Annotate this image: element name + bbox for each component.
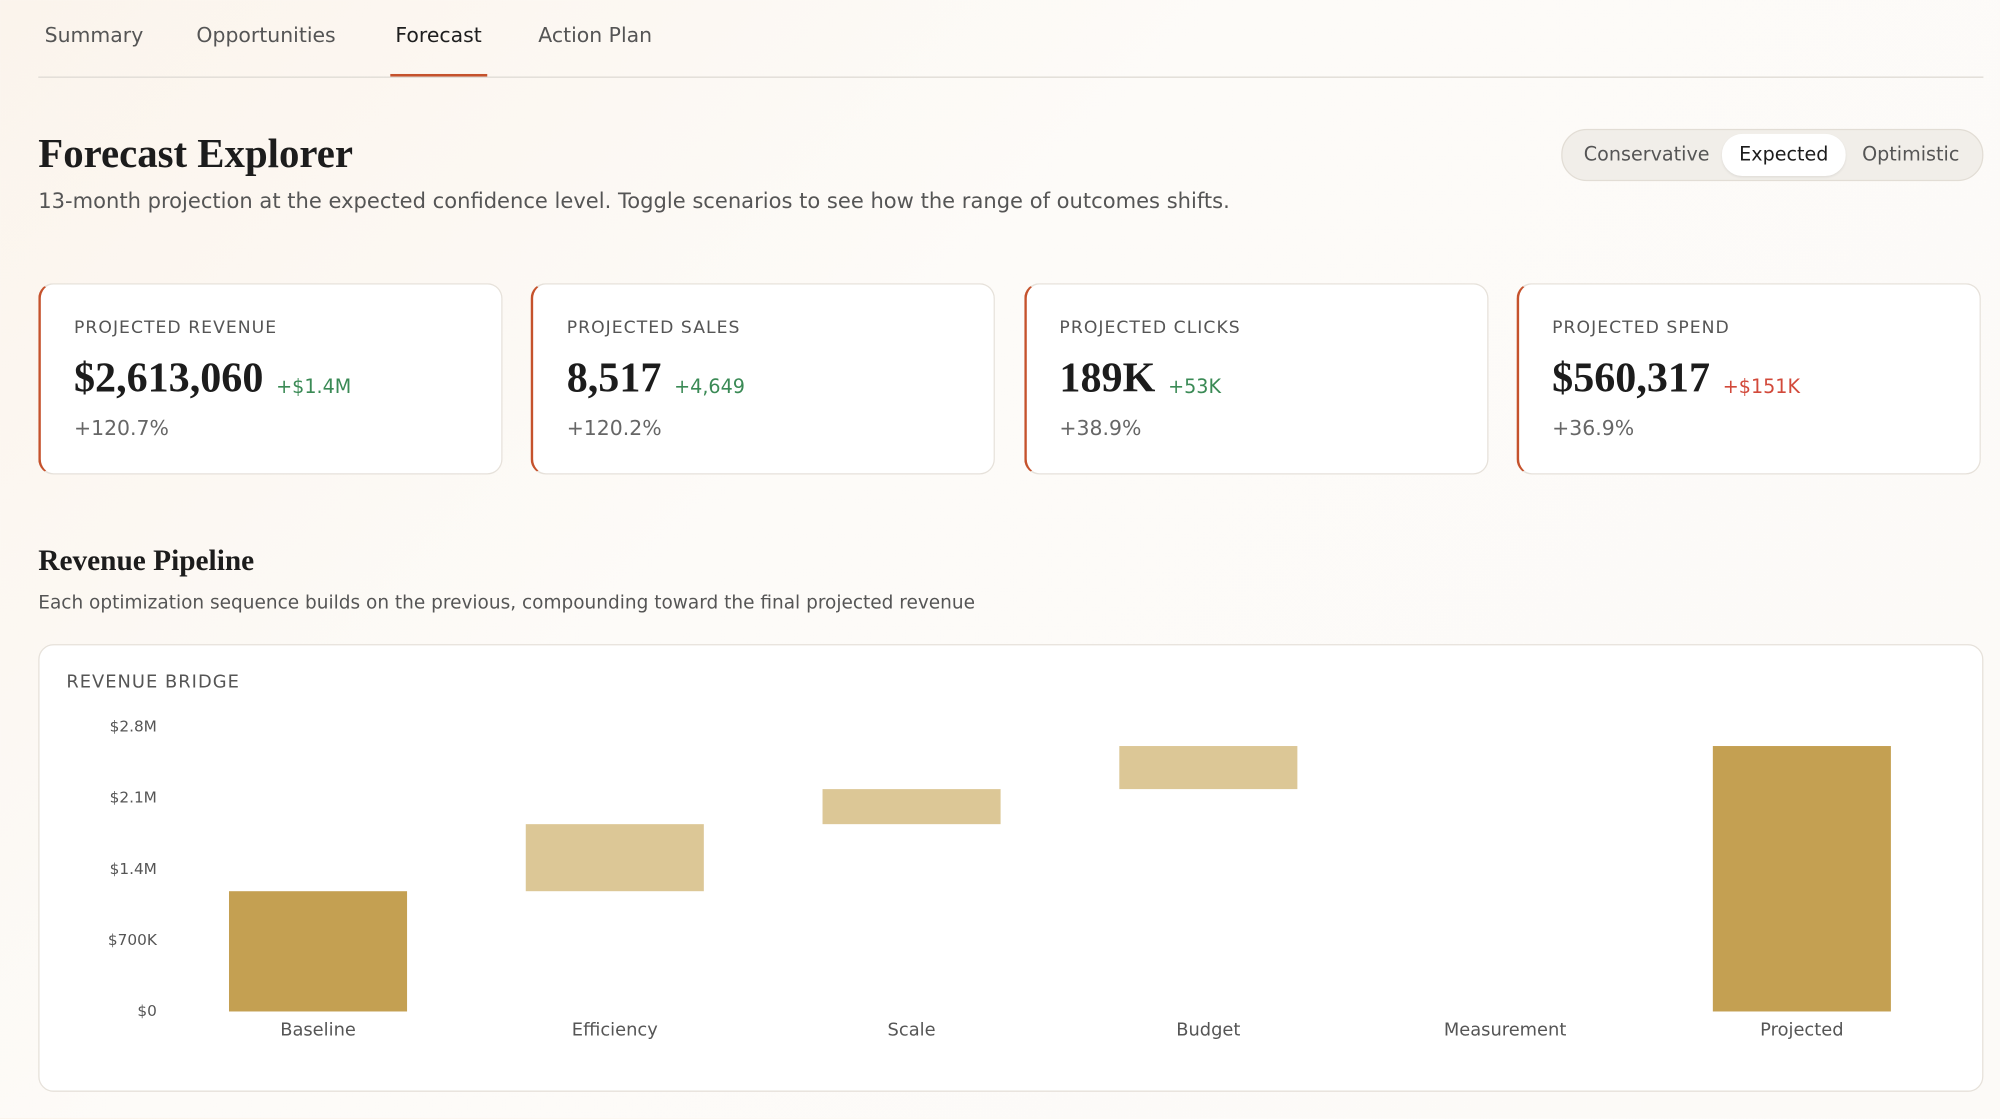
x-tick-label: Scale [888,1020,936,1041]
chart-title: REVENUE BRIDGE [66,671,240,692]
x-tick-label: Baseline [280,1020,356,1041]
kpi-value: $2,613,060 [73,355,264,402]
x-tick-label: Measurement [1444,1020,1567,1041]
x-tick-label: Projected [1760,1020,1843,1041]
tab[interactable]: Action Plan [538,22,653,48]
kpi-percent: +120.7% [73,415,169,441]
kpi-label: PROJECTED CLICKS [1059,317,1241,339]
chart-card: REVENUE BRIDGE $0 $700K $1.4M $2.1M $2.8M Bas… [38,644,1984,1092]
x-tick-label: Efficiency [572,1020,658,1041]
kpi-change: +4,649 [674,374,745,398]
scenario-option[interactable]: Conservative [1583,142,1710,166]
scenario-option[interactable]: Optimistic [1862,142,1960,166]
tab[interactable]: Opportunities [196,22,336,48]
kpi-percent: +36.9% [1552,415,1635,441]
kpi-value: 189K [1059,355,1156,402]
delta-bar [1119,746,1298,790]
kpi-label: PROJECTED SPEND [1552,317,1730,339]
kpi-card: PROJECTED SPEND $560,317 +$151K +36.9% [1516,283,1981,475]
kpi-value: $560,317 [1552,355,1711,402]
total-bar [1712,746,1891,1012]
y-tick-label: $1.4M [110,860,157,878]
kpi-percent: +38.9% [1059,415,1142,441]
kpi-card: PROJECTED SALES 8,517 +4,649 +120.2% [530,283,996,475]
y-tick-label: $2.8M [110,718,157,736]
kpi-label: PROJECTED REVENUE [73,317,278,339]
tab[interactable]: Forecast [395,22,482,48]
kpi-label: PROJECTED SALES [566,317,741,339]
scenario-toggle: Conservative Expected Optimistic [1561,128,1984,182]
kpi-percent: +120.2% [566,415,662,441]
section-title: Revenue Pipeline [38,544,255,577]
kpi-card: PROJECTED CLICKS 189K +53K +38.9% [1023,283,1489,475]
y-tick-label: $2.1M [110,789,157,807]
delta-bar [525,824,704,892]
kpi-change: +$1.4M [276,374,352,398]
delta-bar [822,789,1001,825]
kpi-change: +53K [1168,374,1222,398]
scenario-option[interactable]: Expected [1721,133,1846,177]
chart: REVENUE BRIDGE $0 $700K $1.4M $2.1M $2.8M Bas… [66,671,1891,1041]
y-tick-label: $0 [137,1002,156,1020]
x-tick-label: Budget [1176,1020,1240,1041]
y-tick-label: $700K [108,931,158,949]
total-bar [228,891,408,1012]
section-subtitle: Each optimization sequence builds on the… [38,593,975,614]
tab-divider [38,76,1984,78]
page-title: Forecast Explorer [38,130,353,177]
tab[interactable]: Summary [44,22,144,48]
kpi-value: 8,517 [566,355,662,402]
kpi-change: +$151K [1722,374,1801,398]
tab-underline [390,73,487,77]
kpi-card: PROJECTED REVENUE $2,613,060 +$1.4M +120.7% [38,283,503,475]
page-subtitle: 13-month projection at the expected conf… [38,188,1230,214]
